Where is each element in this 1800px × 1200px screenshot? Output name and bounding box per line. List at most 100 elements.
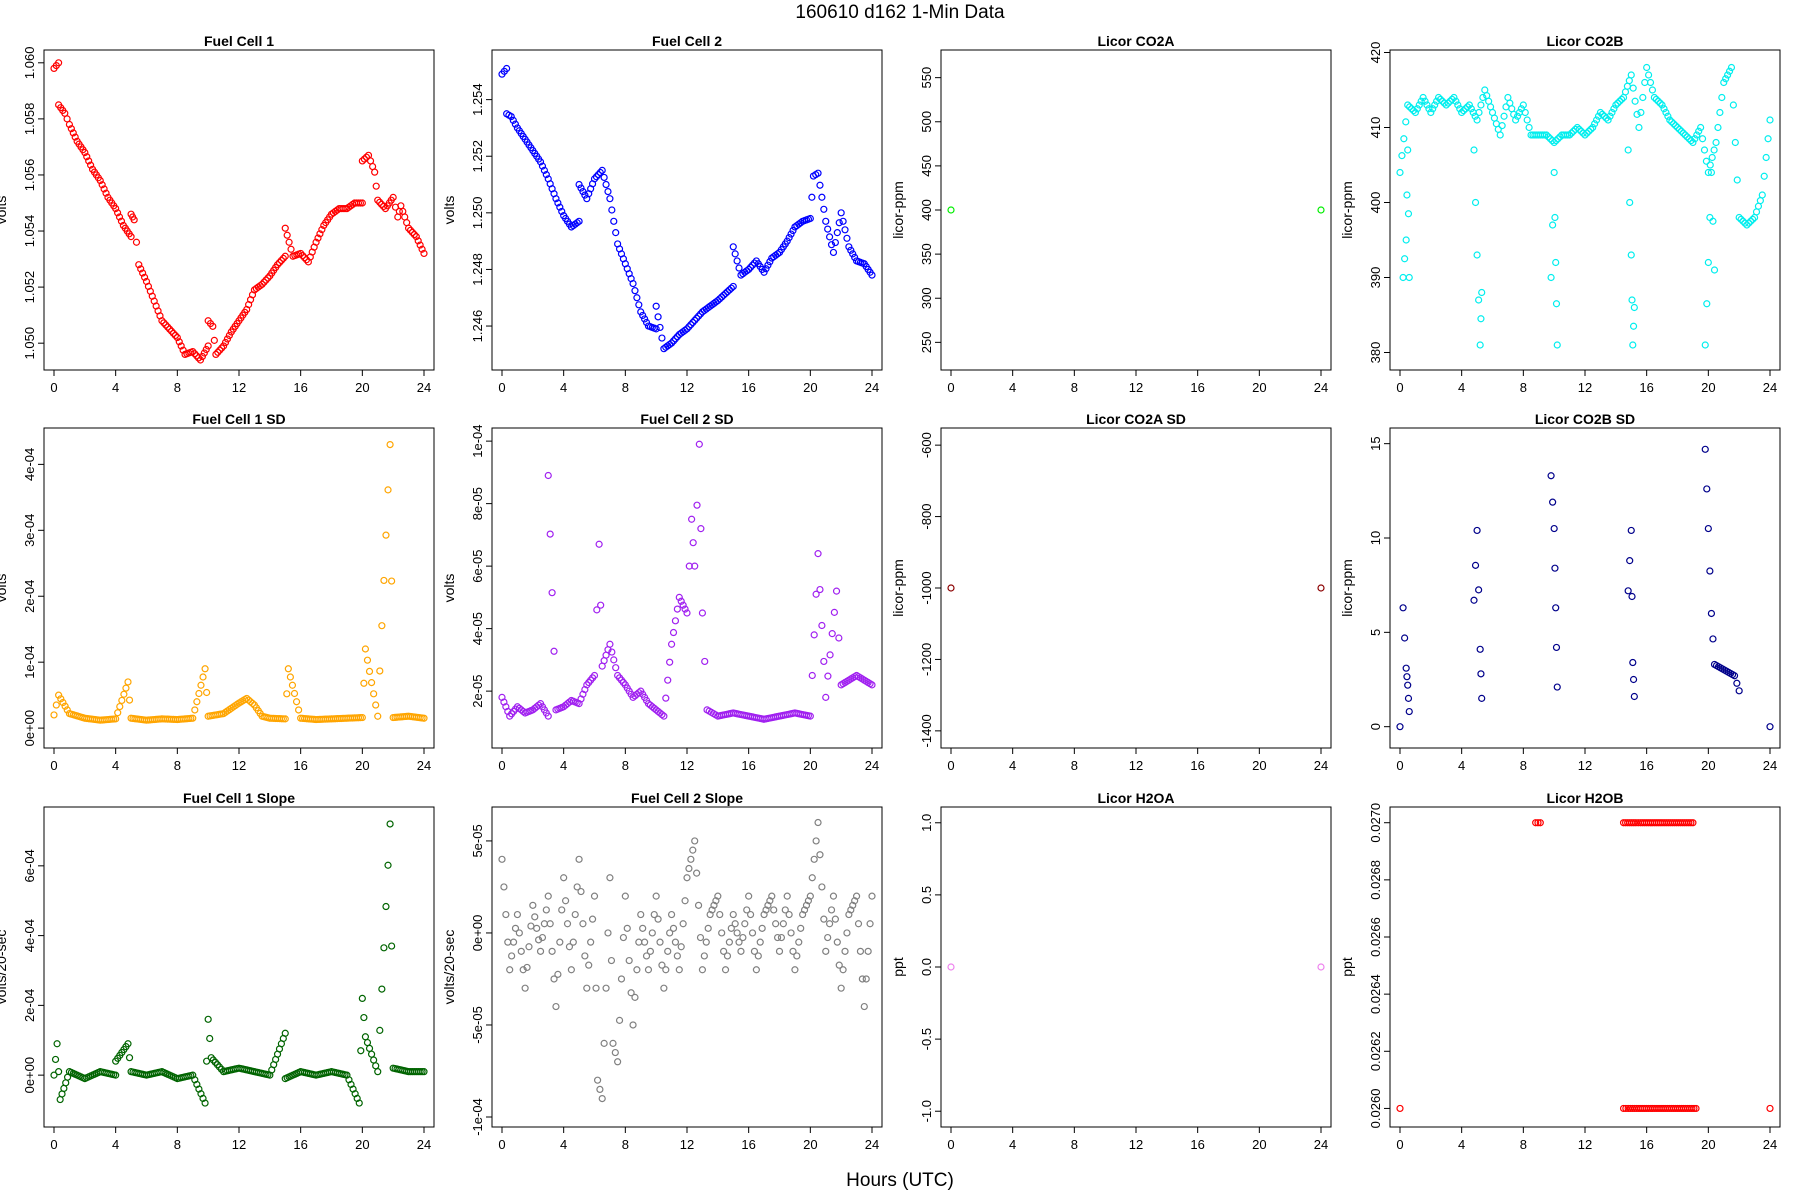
data-point-interp bbox=[827, 906, 836, 914]
data-point-interp bbox=[535, 701, 543, 709]
data-point bbox=[729, 243, 737, 251]
data-point-interp bbox=[540, 920, 548, 928]
chart-title: Licor CO2A bbox=[1097, 33, 1174, 49]
data-point bbox=[595, 540, 603, 548]
data-point-interp bbox=[1675, 125, 1684, 133]
data-point-interp bbox=[673, 952, 681, 960]
data-point bbox=[281, 252, 289, 260]
y-tick-label: 400 bbox=[919, 199, 934, 221]
data-point-interp bbox=[1406, 103, 1414, 111]
data-point bbox=[1405, 273, 1413, 282]
x-tick-label: 16 bbox=[1639, 758, 1653, 773]
data-point-interp bbox=[1716, 108, 1724, 117]
data-point-interp bbox=[1521, 108, 1529, 117]
data-point bbox=[698, 609, 707, 617]
data-point-interp bbox=[1662, 108, 1670, 117]
x-tick-label: 24 bbox=[1763, 758, 1777, 773]
data-point-interp bbox=[102, 189, 110, 197]
data-point-interp bbox=[1400, 135, 1408, 143]
data-point bbox=[273, 261, 282, 269]
data-point-interp bbox=[1677, 127, 1685, 135]
x-tick-label: 24 bbox=[417, 380, 431, 395]
data-point bbox=[544, 471, 552, 480]
data-point-interp bbox=[295, 706, 303, 714]
data-point-interp bbox=[1630, 819, 1638, 827]
x-tick-label: 0 bbox=[1396, 1137, 1403, 1152]
x-tick-label: 12 bbox=[1578, 380, 1592, 395]
data-point-interp bbox=[787, 929, 795, 937]
data-point-interp bbox=[197, 681, 205, 689]
data-point bbox=[1442, 101, 1450, 109]
data-point-interp bbox=[362, 153, 371, 161]
x-tick-label: 16 bbox=[1639, 380, 1653, 395]
chart-panel: Fuel Cell 1 SD volts 0 4 8 12 16 20 24 0e+00 1e-04… bbox=[0, 411, 435, 773]
data-point-interp bbox=[1403, 673, 1411, 681]
y-tick-label: -1400 bbox=[919, 714, 934, 747]
data-point bbox=[358, 713, 366, 722]
data-point-interp bbox=[1714, 123, 1722, 132]
data-point bbox=[829, 892, 838, 900]
data-point bbox=[1565, 131, 1574, 139]
data-point-interp bbox=[504, 938, 512, 946]
data-point bbox=[695, 440, 703, 448]
data-point bbox=[358, 199, 366, 207]
y-tick-label: 400 bbox=[1368, 192, 1383, 214]
data-point-interp bbox=[1551, 213, 1559, 222]
data-point-interp bbox=[664, 676, 672, 684]
data-point bbox=[55, 691, 63, 699]
data-point-interp bbox=[826, 920, 834, 928]
data-point-interp bbox=[122, 684, 130, 692]
data-point-interp bbox=[795, 938, 803, 946]
data-point-interp bbox=[502, 910, 510, 919]
data-point-interp bbox=[1687, 819, 1695, 827]
data-point-interp bbox=[1622, 1104, 1630, 1113]
data-point bbox=[629, 1021, 637, 1029]
data-point-interp bbox=[1554, 135, 1562, 143]
data-point-interp bbox=[414, 237, 422, 245]
figure-title: 160610 d162 1-Min Data bbox=[795, 2, 1005, 23]
data-point-interp bbox=[1415, 101, 1423, 109]
data-point-interp bbox=[1633, 110, 1641, 118]
data-point-interp bbox=[777, 933, 786, 942]
x-tick-label: 8 bbox=[1071, 1137, 1078, 1152]
data-point-interp bbox=[194, 354, 203, 362]
data-point-interp bbox=[839, 966, 847, 974]
x-tick-label: 24 bbox=[417, 1137, 431, 1152]
data-point-interp bbox=[363, 656, 372, 664]
data-point bbox=[598, 166, 606, 174]
data-point-interp bbox=[619, 933, 628, 942]
data-point-interp bbox=[633, 966, 641, 974]
y-tick-label: 5e-05 bbox=[470, 824, 485, 857]
data-point-interp bbox=[797, 219, 805, 227]
data-point-interp bbox=[275, 258, 284, 267]
data-point-interp bbox=[712, 897, 720, 905]
data-point bbox=[1396, 1104, 1404, 1113]
data-point-interp bbox=[727, 284, 735, 292]
data-point-interp bbox=[577, 184, 585, 192]
data-point-interp bbox=[1513, 112, 1522, 120]
data-point-interp bbox=[382, 531, 390, 539]
data-point-interp bbox=[548, 947, 556, 955]
data-point bbox=[1758, 191, 1766, 199]
data-point-interp bbox=[1745, 219, 1753, 227]
data-point-interp bbox=[787, 230, 795, 238]
data-point bbox=[593, 1076, 602, 1084]
data-point bbox=[822, 693, 830, 701]
data-point-interp bbox=[1413, 105, 1421, 113]
data-point-interp bbox=[223, 335, 232, 343]
data-point bbox=[1399, 604, 1407, 612]
x-tick-label: 4 bbox=[1009, 1137, 1016, 1152]
data-point-interp bbox=[363, 1038, 372, 1047]
data-point-interp bbox=[365, 667, 374, 676]
x-tick-label: 20 bbox=[1252, 380, 1266, 395]
data-point-interp bbox=[1660, 105, 1668, 113]
data-point-interp bbox=[723, 288, 732, 296]
data-point-interp bbox=[538, 162, 547, 170]
data-point bbox=[768, 892, 776, 900]
data-point-interp bbox=[125, 1054, 134, 1062]
y-axis-label: volts/20-sec bbox=[441, 930, 457, 1005]
data-point bbox=[799, 910, 807, 919]
data-point bbox=[806, 712, 814, 720]
data-point bbox=[606, 640, 614, 648]
